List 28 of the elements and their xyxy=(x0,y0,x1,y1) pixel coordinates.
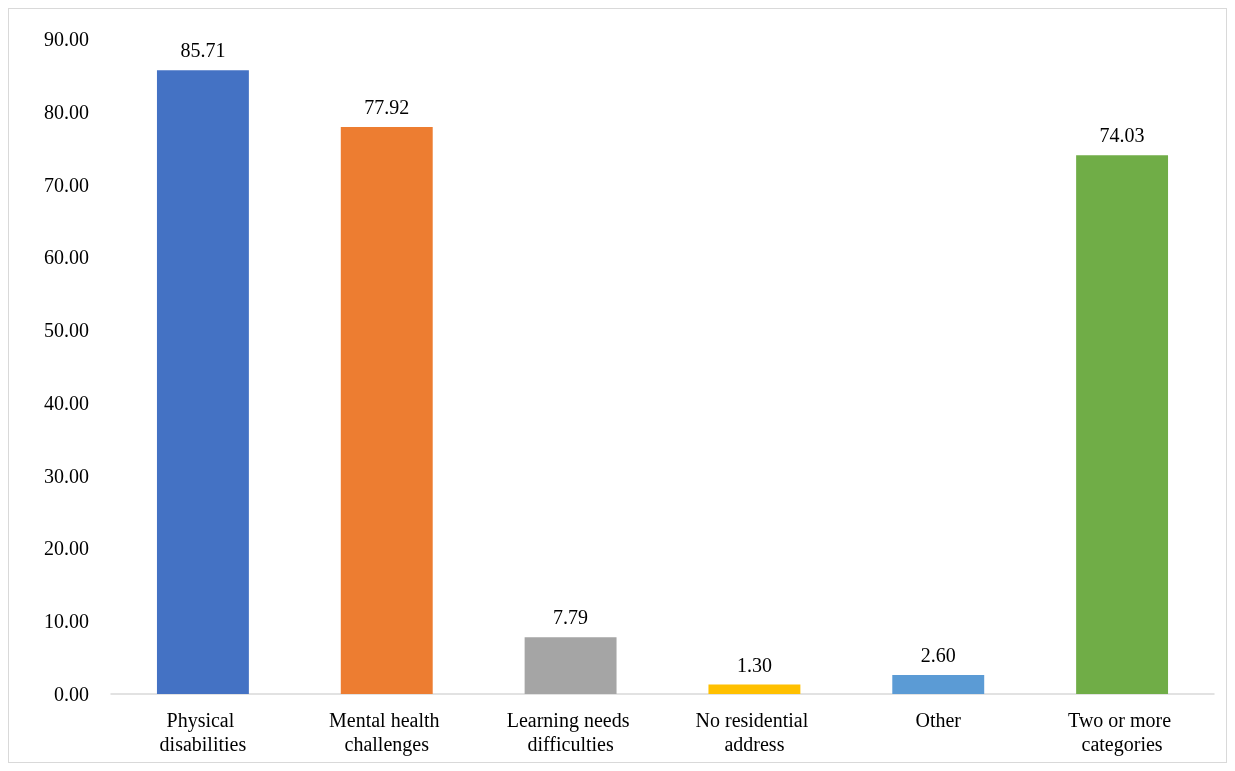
data-label: 7.79 xyxy=(553,606,589,629)
x-tick-label: No residential address xyxy=(695,709,814,755)
data-label: 2.60 xyxy=(920,644,956,667)
data-label: 74.03 xyxy=(1099,124,1145,147)
y-tick-label: 70.00 xyxy=(44,173,89,196)
x-tick-label: Two or more categories xyxy=(1068,709,1177,756)
y-tick-label: 60.00 xyxy=(44,246,89,269)
y-tick-label: 50.00 xyxy=(44,319,89,342)
bar xyxy=(156,70,249,694)
x-tick-label: Other xyxy=(915,709,962,731)
data-label: 77.92 xyxy=(364,95,410,118)
y-tick-label: 90.00 xyxy=(44,28,89,50)
bar xyxy=(340,126,433,694)
y-tick-label: 30.00 xyxy=(44,464,89,487)
bar xyxy=(524,637,617,694)
bar xyxy=(708,684,801,694)
data-label: 85.71 xyxy=(180,39,226,62)
x-tick-label: Physical disabilities xyxy=(159,709,247,755)
y-tick-label: 40.00 xyxy=(44,391,89,414)
y-tick-label: 10.00 xyxy=(44,610,89,633)
bar xyxy=(1076,155,1169,694)
y-tick-label: 80.00 xyxy=(44,100,89,123)
bar xyxy=(892,675,985,694)
data-label: 1.30 xyxy=(736,653,772,676)
y-tick-label: 0.00 xyxy=(54,683,89,705)
x-tick-label: Mental health challenges xyxy=(328,709,445,756)
y-tick-label: 20.00 xyxy=(44,537,89,560)
x-tick-label: Learning needs difficulties xyxy=(506,709,635,755)
